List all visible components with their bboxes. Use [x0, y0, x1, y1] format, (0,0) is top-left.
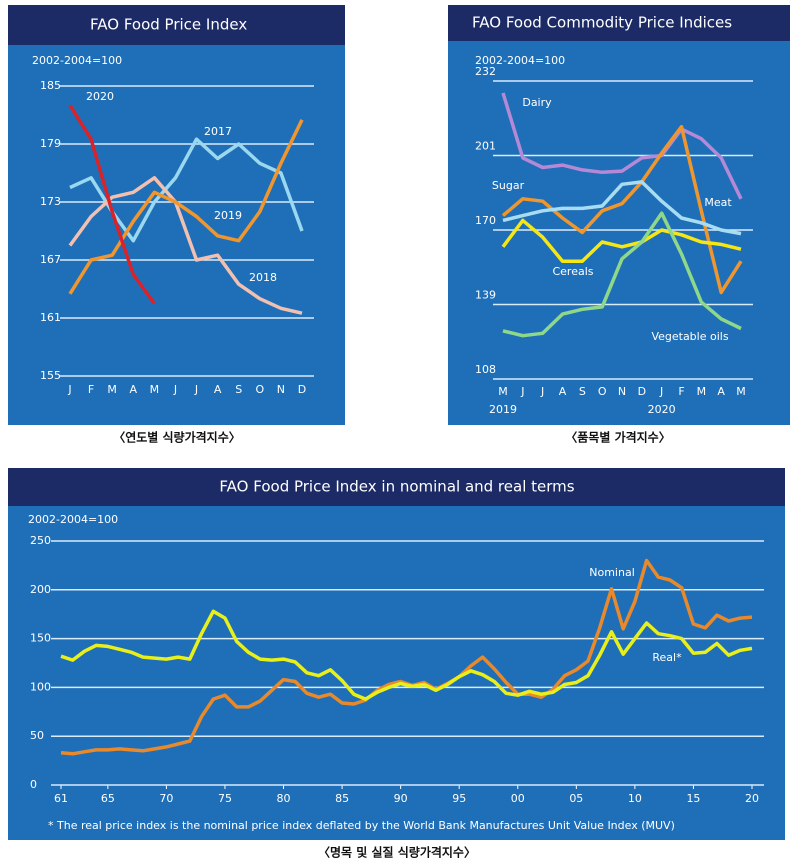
series-label: Sugar — [492, 179, 525, 192]
y-tick-label: 161 — [40, 311, 61, 324]
x-tick-label: J — [659, 385, 663, 398]
x-tick-label: F — [88, 383, 94, 396]
x-tick-label: N — [277, 383, 285, 396]
x-tick-label: 80 — [277, 792, 291, 805]
y-tick-label: 170 — [475, 214, 496, 227]
x-tick-label: 10 — [628, 792, 642, 805]
series-line — [502, 180, 742, 236]
y-tick-label: 201 — [475, 140, 496, 153]
series-line — [502, 211, 742, 338]
y-tick-label: 150 — [30, 632, 51, 645]
caption: 〈명목 및 실질 식량가격지수〉 — [318, 845, 476, 860]
x-tick-label: 65 — [101, 792, 115, 805]
series-line — [68, 104, 156, 305]
y-unit: 2002-2004=100 — [32, 54, 122, 67]
x-tick-label: M — [736, 385, 746, 398]
x-tick-label: A — [130, 383, 138, 396]
series-label: Cereals — [552, 265, 593, 278]
y-tick-label: 155 — [40, 369, 61, 382]
chart-title: FAO Food Price Index in nominal and real… — [219, 478, 574, 496]
x-tick-label: 95 — [452, 792, 466, 805]
series-label: Dairy — [522, 96, 552, 109]
y-tick-label: 0 — [30, 778, 37, 791]
x-tick-label: N — [618, 385, 626, 398]
caption: 〈연도별 식량가격지수〉 — [113, 430, 241, 445]
series-label: 2019 — [214, 209, 242, 222]
y-tick-label: 50 — [30, 729, 44, 742]
series-line — [60, 609, 753, 701]
y-tick-label: 200 — [30, 583, 51, 596]
x-tick-label: A — [214, 383, 222, 396]
x-tick-label: J — [194, 383, 198, 396]
x-tick-label: 15 — [686, 792, 700, 805]
x-tick-label: D — [638, 385, 646, 398]
y-tick-label: 232 — [475, 65, 496, 78]
series-label: Vegetable oils — [651, 330, 728, 343]
y-tick-label: 100 — [30, 680, 51, 693]
series-label: Real* — [652, 651, 682, 664]
y-tick-label: 250 — [30, 534, 51, 547]
x-tick-label: 90 — [394, 792, 408, 805]
x-tick-label: J — [520, 385, 524, 398]
panel — [8, 5, 345, 425]
series-label: 2017 — [204, 125, 232, 138]
x-tick-label: M — [150, 383, 160, 396]
title-bar — [8, 5, 345, 45]
x-tick-label: M — [498, 385, 508, 398]
y-tick-label: 167 — [40, 253, 61, 266]
x-tick-label: J — [67, 383, 71, 396]
chart-title: FAO Food Price Index — [90, 16, 247, 34]
series-line — [501, 124, 743, 295]
series-label: 2020 — [86, 90, 114, 103]
series-line — [68, 119, 304, 295]
panel — [448, 5, 790, 425]
chart-title: FAO Food Commodity Price Indices — [472, 14, 732, 32]
x-tick-label: J — [540, 385, 544, 398]
x-tick-label: M — [697, 385, 707, 398]
x-tick-label: S — [235, 383, 242, 396]
x-tick-label: 70 — [159, 792, 173, 805]
series-line — [69, 137, 304, 243]
y-tick-label: 139 — [475, 289, 496, 302]
x-tick-label: S — [579, 385, 586, 398]
series-label: Meat — [704, 196, 732, 209]
y-tick-label: 185 — [40, 79, 61, 92]
x-tick-label: 20 — [745, 792, 759, 805]
x-tick-label: A — [717, 385, 725, 398]
x-tick-label: D — [298, 383, 306, 396]
title-bar — [448, 5, 790, 41]
x-tick-label: F — [678, 385, 684, 398]
y-unit: 2002-2004=100 — [475, 54, 565, 67]
x-tick-label: J — [173, 383, 177, 396]
x-tick-label: M — [107, 383, 117, 396]
x-tick-label: O — [255, 383, 264, 396]
y-unit: 2002-2004=100 — [28, 513, 118, 526]
series-label: 2018 — [249, 271, 277, 284]
x-tick-label: 05 — [569, 792, 583, 805]
x-tick-label: 75 — [218, 792, 232, 805]
x-tick-label: A — [559, 385, 567, 398]
year-label: 2019 — [489, 403, 517, 416]
y-tick-label: 108 — [475, 363, 496, 376]
caption: 〈품목별 가격지수〉 — [565, 430, 670, 445]
x-tick-label: 61 — [54, 792, 68, 805]
year-label: 2020 — [648, 403, 676, 416]
title-bar — [8, 468, 785, 506]
x-tick-label: O — [598, 385, 607, 398]
series-line — [501, 92, 743, 200]
footnote: * The real price index is the nominal pr… — [48, 819, 675, 832]
x-tick-label: 85 — [335, 792, 349, 805]
y-tick-label: 179 — [40, 137, 61, 150]
y-tick-label: 173 — [40, 195, 61, 208]
x-tick-label: 00 — [511, 792, 525, 805]
series-label: Nominal — [589, 566, 635, 579]
series-line — [501, 218, 742, 263]
